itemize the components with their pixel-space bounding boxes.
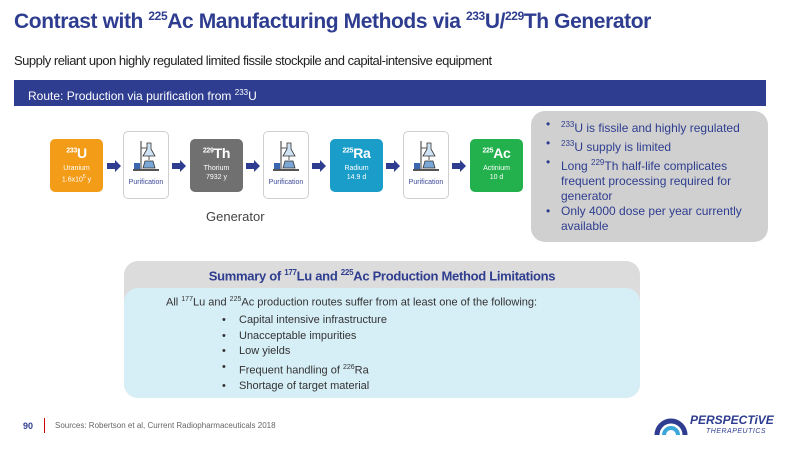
arrow-right-icon: [172, 160, 186, 172]
isotope-thorium: 229Th Thorium 7932 y: [190, 139, 243, 192]
list-item: Only 4000 dose per year currently availa…: [546, 204, 758, 234]
company-logo: PERSPECTiVE THERAPEUTICS: [650, 409, 774, 441]
generator-label: Generator: [206, 209, 265, 224]
arrow-right-icon: [107, 160, 121, 172]
isotope-uranium: 233U Uranium 1.6x105 y: [50, 139, 103, 192]
purification-step: Purification: [263, 131, 309, 199]
purification-step: Purification: [403, 131, 449, 199]
isotope-radium: 225Ra Radium 14.9 d: [330, 139, 383, 192]
list-item: Low yields: [222, 344, 387, 360]
summary-intro: All 177Lu and 225Ac production routes su…: [166, 296, 538, 309]
purification-step: Purification: [123, 131, 169, 199]
arrow-right-icon: [312, 160, 326, 172]
constraints-callout: 233U is fissile and highly regulated 233…: [531, 111, 768, 242]
arrow-right-icon: [386, 160, 400, 172]
list-item: 233U supply is limited: [546, 136, 758, 155]
footer-divider: [44, 418, 45, 433]
summary-title: Summary of 177Lu and 225Ac Production Me…: [208, 268, 556, 284]
arrow-right-icon: [452, 160, 466, 172]
logo-subtext: THERAPEUTICS: [706, 428, 767, 435]
route-banner: Route: Production via purification from …: [14, 80, 766, 106]
list-item: Capital intensive infrastructure: [222, 313, 387, 329]
constraints-list: 233U is fissile and highly regulated 233…: [531, 111, 768, 234]
list-item: Long 229Th half-life complicates frequen…: [546, 155, 758, 204]
list-item: Frequent handling of 226Ra: [222, 360, 387, 379]
source-citation: Sources: Robertson et al, Current Radiop…: [55, 421, 276, 430]
list-item: Shortage of target material: [222, 379, 387, 395]
slide-title: Contrast with 225Ac Manufacturing Method…: [14, 9, 651, 33]
lab-apparatus-icon: [273, 141, 299, 171]
lab-apparatus-icon: [413, 141, 439, 171]
list-item: 233U is fissile and highly regulated: [546, 117, 758, 136]
summary-body: All 177Lu and 225Ac production routes su…: [124, 288, 640, 398]
isotope-actinium: 225Ac Actinium 10 d: [470, 139, 523, 192]
arrow-right-icon: [246, 160, 260, 172]
page-number: 90: [23, 421, 34, 431]
limitations-list: Capital intensive infrastructure Unaccep…: [222, 313, 387, 395]
summary-panel: Summary of 177Lu and 225Ac Production Me…: [124, 261, 640, 398]
logo-text: PERSPECTiVE: [690, 413, 774, 427]
logo-mark-icon: [654, 418, 688, 436]
list-item: Unacceptable impurities: [222, 329, 387, 345]
slide-subtitle: Supply reliant upon highly regulated lim…: [14, 53, 492, 68]
lab-apparatus-icon: [133, 141, 159, 171]
